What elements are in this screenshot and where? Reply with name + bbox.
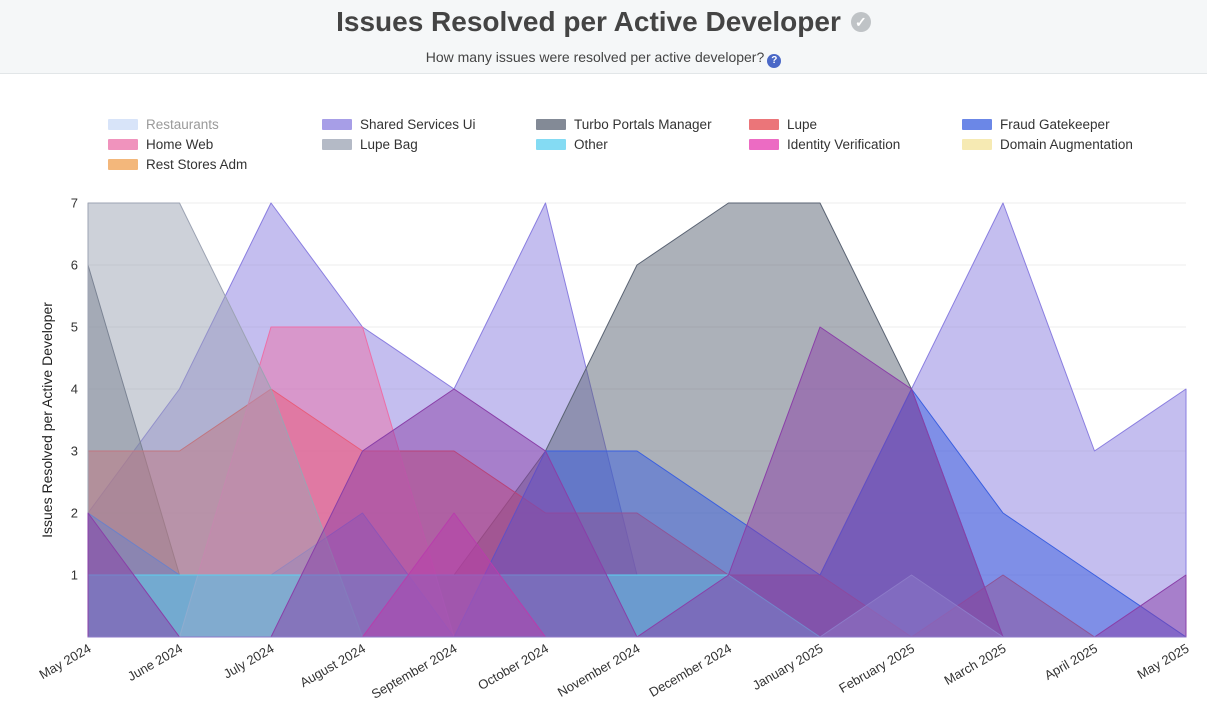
legend-swatch xyxy=(536,138,566,150)
legend-swatch xyxy=(108,158,138,170)
legend-item-restaurants[interactable]: Restaurants xyxy=(108,115,219,133)
y-axis-title: Issues Resolved per Active Developer xyxy=(39,302,55,538)
legend-label: Turbo Portals Manager xyxy=(574,116,712,132)
legend-item-turbo-portals-manager[interactable]: Turbo Portals Manager xyxy=(536,115,712,133)
legend-swatch xyxy=(108,138,138,150)
y-tick-label: 7 xyxy=(71,196,78,211)
legend-label: Fraud Gatekeeper xyxy=(1000,116,1110,132)
page-title: Issues Resolved per Active Developer xyxy=(336,6,841,37)
y-tick-label: 2 xyxy=(71,506,78,521)
check-circle-icon: ✓ xyxy=(850,12,871,32)
legend-swatch xyxy=(749,118,779,130)
y-tick-label: 1 xyxy=(71,568,78,583)
x-tick-label: March 2025 xyxy=(942,641,1009,688)
legend-swatch xyxy=(322,138,352,150)
x-tick-label: June 2024 xyxy=(125,641,185,684)
x-tick-label: September 2024 xyxy=(369,641,460,702)
legend-swatch xyxy=(749,138,779,150)
legend-swatch xyxy=(322,118,352,130)
series-area-unnamed-12[interactable] xyxy=(87,574,1187,638)
help-circle-icon[interactable]: ? xyxy=(767,54,782,68)
legend-label: Lupe Bag xyxy=(360,136,418,152)
x-tick-label: April 2025 xyxy=(1042,641,1100,683)
x-tick-label: July 2024 xyxy=(221,641,277,682)
legend-label: Lupe xyxy=(787,116,818,132)
legend-swatch xyxy=(962,118,992,130)
chart-header: Issues Resolved per Active Developer ✓ Ho… xyxy=(0,0,1207,74)
y-tick-label: 6 xyxy=(71,258,78,273)
legend-item-home-web[interactable]: Home Web xyxy=(108,135,213,153)
legend-swatch xyxy=(108,118,138,130)
legend-swatch xyxy=(962,138,992,150)
x-axis-ticks: May 2024 June 2024 July 2024 August 2024 Sep… xyxy=(37,641,1192,702)
legend-label: Domain Augmentation xyxy=(1000,136,1133,152)
series-areas xyxy=(87,202,1187,638)
legend-item-domain-augmentation[interactable]: Domain Augmentation xyxy=(962,135,1133,153)
legend-item-other[interactable]: Other xyxy=(536,135,608,153)
legend-item-rest-stores-adm[interactable]: Rest Stores Adm xyxy=(108,155,247,173)
subtitle-row: How many issues were resolved per active… xyxy=(0,49,1207,68)
legend-label: Identity Verification xyxy=(787,136,901,152)
legend-item-identity-verification[interactable]: Identity Verification xyxy=(749,135,900,153)
legend-label: Shared Services Ui xyxy=(360,116,476,132)
x-tick-label: August 2024 xyxy=(297,641,368,690)
x-tick-label: February 2025 xyxy=(836,641,917,696)
y-tick-label: 4 xyxy=(71,382,78,397)
x-tick-label: May 2024 xyxy=(37,641,94,683)
title-row: Issues Resolved per Active Developer ✓ xyxy=(0,6,1207,38)
legend-item-lupe[interactable]: Lupe xyxy=(749,115,817,133)
legend-label: Home Web xyxy=(146,136,214,152)
y-tick-label: 5 xyxy=(71,320,78,335)
chart-subtitle: How many issues were resolved per active… xyxy=(425,49,765,65)
legend-item-shared-services-ui[interactable]: Shared Services Ui xyxy=(322,115,476,133)
legend-label: Rest Stores Adm xyxy=(146,156,248,172)
y-tick-label: 3 xyxy=(71,444,78,459)
x-tick-label: May 2025 xyxy=(1135,641,1192,683)
x-tick-label: October 2024 xyxy=(475,641,551,693)
x-tick-label: November 2024 xyxy=(555,641,643,700)
x-tick-label: January 2025 xyxy=(750,641,826,693)
legend-item-lupe-bag[interactable]: Lupe Bag xyxy=(322,135,418,153)
y-axis-ticks: 1 2 3 4 5 6 7 xyxy=(71,196,78,583)
legend-label: Other xyxy=(574,136,608,152)
legend-label: Restaurants xyxy=(146,116,219,132)
legend-item-fraud-gatekeeper[interactable]: Fraud Gatekeeper xyxy=(962,115,1110,133)
x-tick-label: December 2024 xyxy=(646,641,734,700)
legend-swatch xyxy=(536,118,566,130)
